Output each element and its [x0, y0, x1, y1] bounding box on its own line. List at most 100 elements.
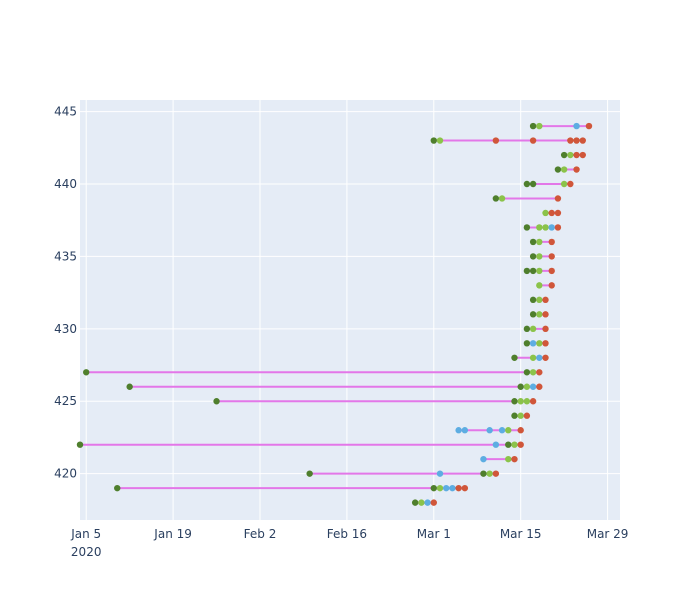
- y-tick-label: 435: [54, 249, 77, 263]
- data-point: [536, 282, 543, 289]
- data-point: [523, 412, 531, 419]
- data-point: [529, 383, 537, 390]
- data-point: [536, 340, 543, 347]
- y-tick-label: 430: [54, 322, 77, 336]
- y-tick-label: 420: [54, 467, 77, 481]
- data-markers: [76, 122, 593, 506]
- data-point: [529, 267, 537, 275]
- data-point: [430, 137, 437, 144]
- data-point: [542, 224, 549, 231]
- x-tick-label: Mar 15: [500, 527, 542, 541]
- data-point: [523, 340, 531, 347]
- data-point: [83, 369, 90, 376]
- data-point: [536, 253, 543, 260]
- data-point: [529, 253, 537, 260]
- data-point: [523, 369, 531, 376]
- x-tick-label: Feb 16: [327, 527, 367, 541]
- x-tick-label: Mar 1: [417, 527, 451, 541]
- data-point: [585, 122, 593, 130]
- data-point: [436, 484, 444, 492]
- data-point: [560, 151, 568, 159]
- x-tick-label: Mar 29: [587, 527, 629, 541]
- data-point: [560, 166, 568, 173]
- data-point: [542, 354, 549, 361]
- data-point: [486, 470, 493, 477]
- data-point: [567, 137, 574, 144]
- data-point: [579, 137, 586, 144]
- data-point: [536, 369, 543, 376]
- data-point: [548, 267, 555, 275]
- data-point: [579, 151, 586, 159]
- data-point: [114, 484, 121, 492]
- data-point: [567, 151, 574, 159]
- data-point: [536, 267, 543, 275]
- data-point: [306, 470, 313, 477]
- data-point: [126, 383, 133, 390]
- x-tick-sublabel: 2020: [71, 545, 102, 559]
- data-point: [523, 180, 531, 188]
- data-point: [424, 499, 431, 506]
- data-point: [505, 441, 512, 448]
- data-point: [536, 383, 543, 390]
- data-point: [511, 354, 518, 361]
- x-axis-tick-labels: Jan 5 2020 Jan 19 Feb 2 Feb 16 Mar 1 Mar 15 Mar…: [70, 527, 628, 559]
- data-point: [76, 441, 84, 448]
- data-point: [492, 195, 500, 202]
- data-point: [529, 354, 537, 361]
- data-point: [536, 296, 543, 304]
- data-point: [498, 427, 506, 434]
- data-point: [505, 455, 512, 463]
- y-tick-label: 425: [54, 394, 77, 408]
- data-point: [523, 398, 531, 405]
- y-tick-label: 440: [54, 177, 77, 191]
- data-point: [523, 325, 531, 333]
- data-point: [418, 499, 425, 506]
- data-point: [505, 427, 512, 434]
- data-point: [573, 137, 580, 144]
- data-point: [213, 398, 220, 405]
- data-point: [480, 470, 487, 477]
- data-point: [436, 137, 444, 144]
- plot-background: [80, 100, 620, 520]
- data-point: [436, 470, 444, 477]
- data-point: [492, 441, 500, 448]
- data-point: [529, 340, 537, 347]
- data-point: [542, 209, 549, 217]
- data-point: [517, 412, 524, 419]
- data-point: [548, 224, 555, 231]
- data-point: [554, 195, 562, 202]
- data-point: [548, 209, 555, 217]
- data-point: [529, 296, 537, 304]
- y-axis-tick-labels: 420 425 430 435 440 445: [54, 105, 77, 481]
- data-point: [548, 253, 555, 260]
- data-point: [461, 427, 469, 434]
- data-point: [548, 282, 555, 289]
- data-point: [542, 340, 549, 347]
- data-point: [523, 383, 531, 390]
- data-point: [511, 455, 518, 463]
- data-point: [430, 499, 437, 506]
- data-point: [455, 484, 462, 492]
- data-point: [517, 427, 524, 434]
- data-point: [573, 122, 580, 130]
- data-point: [411, 499, 419, 506]
- data-point: [554, 224, 562, 231]
- y-tick-label: 445: [54, 105, 77, 119]
- data-point: [536, 122, 543, 130]
- data-point: [529, 180, 537, 188]
- data-point: [517, 441, 524, 448]
- data-point: [517, 398, 524, 405]
- data-point: [554, 166, 562, 173]
- x-gridlines: [85, 100, 609, 520]
- data-point: [560, 180, 568, 188]
- x-tick-label: Jan 19: [153, 527, 192, 541]
- data-point: [542, 325, 549, 333]
- data-point: [511, 398, 518, 405]
- x-tick-label: Feb 2: [244, 527, 277, 541]
- data-point: [480, 455, 487, 463]
- data-point: [523, 224, 531, 231]
- data-point: [529, 238, 537, 246]
- data-point: [529, 137, 537, 144]
